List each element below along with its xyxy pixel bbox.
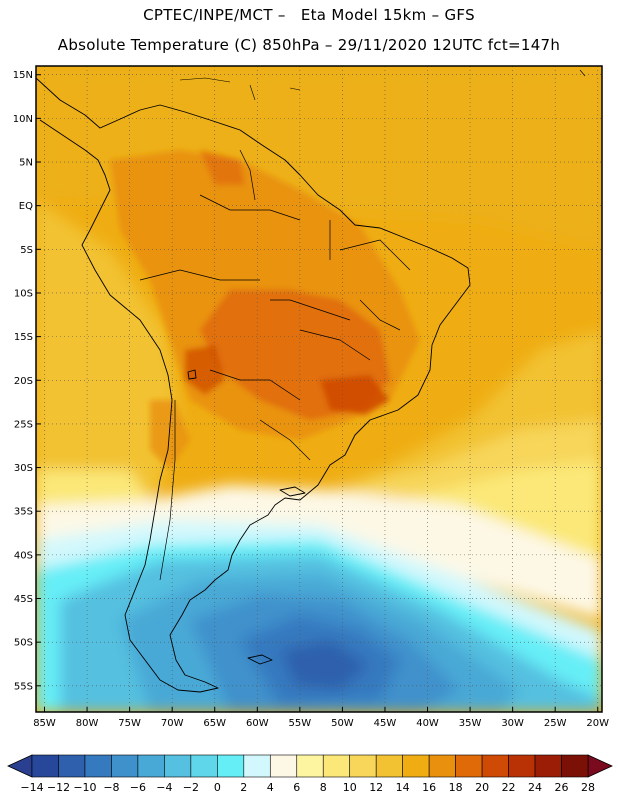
colorbar-label: 12 bbox=[369, 781, 383, 794]
colorbar-swatch bbox=[137, 754, 165, 778]
colorbar-swatch bbox=[296, 754, 324, 778]
colorbar-label: 18 bbox=[449, 781, 463, 794]
colorbar-label: −8 bbox=[103, 781, 119, 794]
lat-tick-label: 5S bbox=[20, 245, 33, 256]
lon-tick-label: 40W bbox=[416, 718, 439, 729]
colorbar-label: −2 bbox=[183, 781, 199, 794]
lon-tick-label: 80W bbox=[76, 718, 99, 729]
lat-tick-label: 50S bbox=[14, 638, 33, 649]
longitude-labels: 85W 80W 75W 70W 65W 60W 55W 50W 45W 40W 35W 30W 25W 2… bbox=[33, 707, 609, 729]
colorbar-swatch bbox=[428, 754, 456, 778]
lon-tick-label: 30W bbox=[501, 718, 524, 729]
colorbar-label: 6 bbox=[293, 781, 300, 794]
colorbar-label: 16 bbox=[422, 781, 436, 794]
south-america-coastline bbox=[36, 77, 471, 693]
lon-tick-label: 45W bbox=[374, 718, 397, 729]
country-borders bbox=[139, 149, 411, 581]
colorbar-label: 8 bbox=[320, 781, 327, 794]
lon-tick-label: 25W bbox=[544, 718, 567, 729]
temperature-field bbox=[36, 66, 602, 712]
colorbar-label: 28 bbox=[581, 781, 595, 794]
colorbar-swatch bbox=[243, 754, 271, 778]
map-frame bbox=[35, 65, 603, 713]
colorbar-swatch bbox=[217, 754, 245, 778]
colorbar-under-arrow bbox=[7, 754, 33, 778]
colorbar-swatch bbox=[190, 754, 218, 778]
colorbar-label: 0 bbox=[214, 781, 221, 794]
lon-tick-label: 75W bbox=[118, 718, 141, 729]
lat-tick-label: 10S bbox=[14, 288, 33, 299]
colorbar-label: −10 bbox=[73, 781, 96, 794]
colorbar-swatch bbox=[534, 754, 562, 778]
lon-tick-label: 85W bbox=[33, 718, 56, 729]
colorbar-over-arrow bbox=[587, 754, 613, 778]
colorbar-label: 26 bbox=[555, 781, 569, 794]
lon-tick-label: 70W bbox=[161, 718, 184, 729]
lake-titicaca bbox=[187, 369, 197, 380]
colorbar-swatch bbox=[111, 754, 139, 778]
lat-tick-label: 55S bbox=[14, 681, 33, 692]
lon-tick-label: 50W bbox=[331, 718, 354, 729]
lat-tick-label: EQ bbox=[19, 201, 33, 212]
colorbar-swatch bbox=[349, 754, 377, 778]
colorbar-swatch bbox=[322, 754, 351, 778]
colorbar-label: −14 bbox=[20, 781, 43, 794]
rio-de-la-plata bbox=[279, 486, 306, 497]
lat-tick-label: 40S bbox=[14, 550, 33, 561]
colorbar-label: 14 bbox=[396, 781, 410, 794]
lat-tick-label: 10N bbox=[13, 114, 33, 125]
colorbar-swatch bbox=[375, 754, 403, 778]
colorbar-swatch bbox=[402, 754, 430, 778]
colorbar-label: 10 bbox=[343, 781, 357, 794]
coastlines bbox=[36, 69, 586, 693]
falkland-islands bbox=[247, 654, 273, 665]
lat-tick-label: 35S bbox=[14, 507, 33, 518]
colorbar-swatch bbox=[508, 754, 536, 778]
map-subtitle: Absolute Temperature (C) 850hPa – 29/11/… bbox=[57, 36, 561, 54]
colorbar-swatch bbox=[481, 754, 509, 778]
colorbar-label: −12 bbox=[47, 781, 70, 794]
lat-tick-label: 20S bbox=[14, 376, 33, 387]
latitude-labels: 15N 10N 5N EQ 5S 10S 15S 20S 25S 30S 35S 40S 45S 50S 5… bbox=[13, 70, 41, 692]
colorbar-swatch bbox=[84, 754, 112, 778]
lon-tick-label: 35W bbox=[459, 718, 482, 729]
colorbar-swatch bbox=[561, 754, 589, 778]
colorbar: −14 −12 −10 −8 −6 −4 −2 0 2 4 6 8 10 12 14 16 18 20 22 24 26… bbox=[7, 754, 613, 794]
lon-tick-label: 55W bbox=[289, 718, 312, 729]
map-title: CPTEC/INPE/MCT – Eta Model 15km – GFS bbox=[143, 6, 475, 24]
lon-tick-label: 20W bbox=[586, 718, 609, 729]
colorbar-swatch bbox=[58, 754, 86, 778]
lat-tick-label: 25S bbox=[14, 419, 33, 430]
colorbar-swatch bbox=[269, 754, 298, 778]
colorbar-swatch bbox=[455, 754, 483, 778]
colorbar-label: 4 bbox=[267, 781, 274, 794]
caribbean-islands bbox=[179, 69, 586, 101]
lon-tick-label: 60W bbox=[246, 718, 269, 729]
colorbar-swatch bbox=[31, 754, 59, 778]
colorbar-label: −4 bbox=[156, 781, 172, 794]
colorbar-label: 22 bbox=[502, 781, 516, 794]
lat-tick-label: 30S bbox=[14, 463, 33, 474]
colorbar-swatch bbox=[164, 754, 192, 778]
lat-tick-label: 45S bbox=[14, 594, 33, 605]
lat-tick-label: 15N bbox=[13, 70, 33, 81]
colorbar-label: 20 bbox=[475, 781, 489, 794]
lon-tick-label: 65W bbox=[203, 718, 226, 729]
colorbar-label: −6 bbox=[130, 781, 146, 794]
colorbar-label: 24 bbox=[528, 781, 542, 794]
lat-tick-label: 5N bbox=[19, 158, 33, 169]
lat-tick-label: 15S bbox=[14, 332, 33, 343]
colorbar-label: 2 bbox=[240, 781, 247, 794]
